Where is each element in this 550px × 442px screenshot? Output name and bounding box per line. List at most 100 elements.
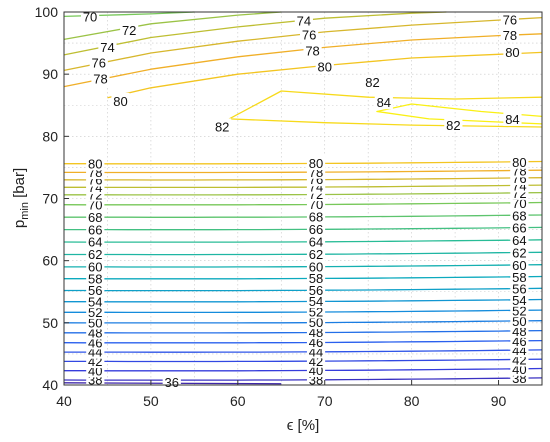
contour-line-44 bbox=[64, 349, 543, 353]
contour-line-68 bbox=[64, 214, 543, 218]
contour-label-upper: 80 bbox=[505, 45, 519, 60]
contour-label-upper: 78 bbox=[503, 28, 517, 43]
contour-label-left-bg bbox=[86, 270, 105, 286]
contour-line-52 bbox=[64, 309, 543, 314]
contour-label-right: 80 bbox=[512, 155, 526, 170]
contour-line-66 bbox=[64, 226, 543, 231]
contour-label-mid: 80 bbox=[309, 156, 323, 171]
contour-label-upper-bg bbox=[374, 94, 393, 110]
contour-label-mid: 68 bbox=[309, 210, 323, 225]
contour-lines bbox=[63, 11, 543, 385]
contour-label-right-bg bbox=[510, 268, 529, 284]
contour-label-right-bg bbox=[510, 153, 529, 169]
contour-line-62 bbox=[64, 251, 543, 256]
contour-line-64 bbox=[63, 239, 543, 243]
contour-line-60 bbox=[64, 264, 543, 268]
contour-line-upper-72 bbox=[63, 11, 282, 41]
contour-label-right: 64 bbox=[512, 233, 526, 248]
contour-label-upper: 74 bbox=[100, 40, 114, 55]
contour-label-upper-bg bbox=[503, 43, 522, 59]
contour-label-right: 66 bbox=[512, 221, 526, 236]
x-axis-ticks: 40 50 60 70 80 90 bbox=[56, 380, 507, 409]
contour-label-left-bg bbox=[86, 155, 105, 171]
contour-label-upper: 82 bbox=[215, 119, 229, 134]
x-tick-label: 80 bbox=[404, 393, 420, 409]
contour-label-mid-bg bbox=[306, 155, 326, 171]
contour-label-upper: 80 bbox=[113, 94, 127, 109]
contour-label-upper: 76 bbox=[503, 12, 517, 27]
y-tick-label: 50 bbox=[42, 315, 58, 331]
contour-label-left: 52 bbox=[88, 305, 102, 320]
contour-label-left: 60 bbox=[88, 260, 102, 275]
contour-label-mid-bg bbox=[306, 258, 326, 274]
contour-label-upper-bg bbox=[213, 118, 232, 134]
contour-label-right: 62 bbox=[512, 246, 526, 261]
y-axis-title-main: p bbox=[11, 220, 28, 228]
contour-label-right-bg bbox=[510, 280, 529, 296]
contour-label-left: 64 bbox=[88, 235, 102, 250]
contour-label-mid-bg bbox=[306, 233, 326, 249]
contour-line-48 bbox=[64, 329, 543, 334]
contour-label-upper-bg bbox=[98, 38, 117, 54]
contour-label-upper-bg bbox=[120, 22, 139, 38]
y-tick-label: 60 bbox=[42, 253, 58, 269]
contour-label-upper-bg bbox=[111, 92, 130, 108]
contour-line-54 bbox=[64, 298, 543, 303]
contour-label-upper: 82 bbox=[446, 118, 460, 133]
contour-line-76 bbox=[63, 177, 543, 181]
contour-line-56 bbox=[64, 287, 543, 292]
contour-label-right: 54 bbox=[512, 293, 526, 308]
x-tick-label: 50 bbox=[143, 393, 159, 409]
contour-label-mid-bg bbox=[306, 208, 326, 224]
contour-line-upper-78 bbox=[63, 33, 543, 88]
contour-label-right-bg bbox=[510, 207, 529, 223]
contour-label-upper: 76 bbox=[92, 55, 106, 70]
contour-label-mid: 66 bbox=[309, 222, 323, 237]
contour-line-74 bbox=[64, 184, 543, 189]
contour-label-left-bg bbox=[86, 246, 105, 262]
contour-label-upper-bg bbox=[315, 58, 334, 74]
contour-label-upper: 78 bbox=[93, 72, 107, 87]
x-tick-label: 40 bbox=[56, 393, 72, 409]
contour-label-upper-bg bbox=[294, 12, 313, 28]
contour-label-upper-bg bbox=[89, 54, 108, 70]
contour-line-42 bbox=[64, 358, 543, 363]
contour-label-mid: 52 bbox=[309, 305, 323, 320]
contour-line-upper-74 bbox=[63, 11, 447, 56]
contour-line-46 bbox=[63, 339, 543, 344]
contour-label-upper: 70 bbox=[83, 9, 97, 24]
contour-label-right-bg bbox=[510, 232, 529, 248]
y-tick-label: 40 bbox=[42, 377, 58, 393]
x-tick-label: 60 bbox=[230, 393, 246, 409]
contour-label-upper: 82 bbox=[365, 75, 379, 90]
contour-label-right: 50 bbox=[512, 314, 526, 329]
y-tick-label: 90 bbox=[42, 66, 58, 82]
contour-line-78 bbox=[64, 169, 543, 174]
contour-label-left-bg bbox=[86, 233, 105, 249]
contour-label-upper-bg bbox=[303, 42, 322, 58]
contour-line-80 bbox=[64, 160, 543, 165]
contour-label-upper-bg bbox=[500, 27, 519, 43]
contour-label-mid: 58 bbox=[309, 271, 323, 286]
contour-label-right: 68 bbox=[512, 208, 526, 223]
x-tick-label: 90 bbox=[491, 393, 507, 409]
contour-label-upper: 72 bbox=[122, 23, 136, 38]
contour-label-upper-bg bbox=[503, 110, 522, 126]
y-axis-title: pmin [bar] bbox=[11, 168, 31, 228]
contour-label-left: 58 bbox=[88, 271, 102, 286]
y-tick-label: 100 bbox=[35, 4, 59, 20]
contour-line-38 bbox=[63, 377, 543, 381]
contour-label-mid-bg bbox=[306, 220, 326, 236]
contour-label-mid-bg bbox=[306, 281, 326, 297]
contour-label-right: 60 bbox=[512, 258, 526, 273]
contour-line-58 bbox=[64, 275, 543, 280]
contour-label-left: 68 bbox=[88, 210, 102, 225]
contour-line-70 bbox=[63, 201, 543, 206]
contour-label-mid: 50 bbox=[309, 315, 323, 330]
contour-line-40 bbox=[64, 367, 543, 372]
y-axis-title-sub: min bbox=[19, 202, 31, 220]
contour-label-upper-bg bbox=[363, 74, 382, 90]
contour-line-50 bbox=[63, 320, 543, 324]
